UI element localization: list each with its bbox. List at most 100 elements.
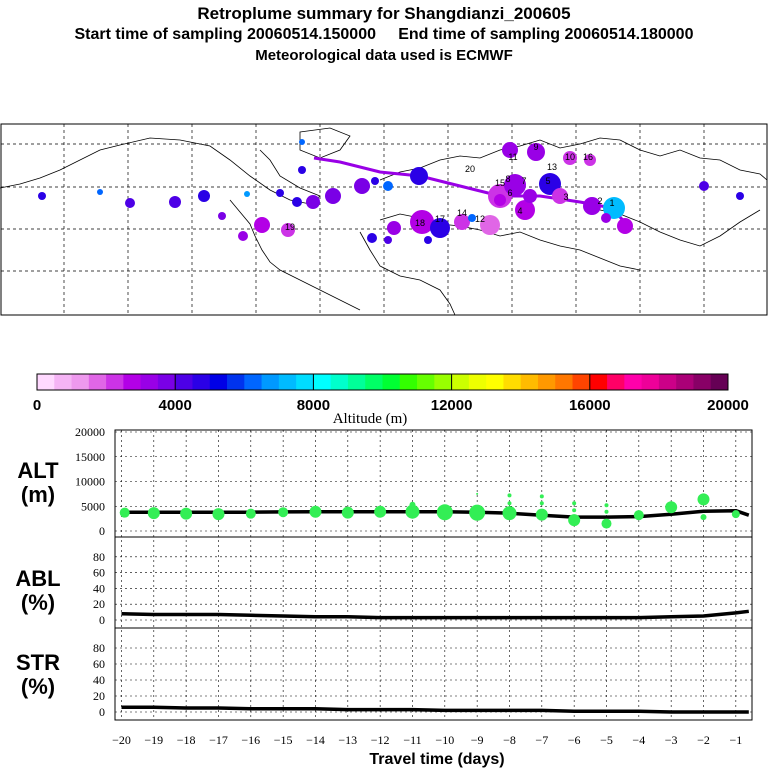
str-panel-label: STR — [16, 650, 60, 675]
panel-frame — [114, 429, 753, 721]
map-plume-point — [515, 200, 535, 220]
x-tick-label: −7 — [535, 733, 548, 747]
map-plume-point — [552, 188, 568, 204]
map-plume-point — [125, 198, 135, 208]
y-tick-label: 20 — [93, 597, 105, 611]
map-plume-point — [169, 196, 181, 208]
altitude-point — [374, 505, 387, 518]
colorbar-cell — [589, 374, 608, 390]
map-plume-point — [218, 212, 226, 220]
alt-panel-label: ALT — [17, 458, 59, 483]
coastline-east-america — [229, 199, 361, 311]
coastline-asia — [599, 209, 761, 247]
y-tick-label: 40 — [93, 673, 105, 687]
coastline-greenland — [299, 127, 351, 159]
map-track-label: 19 — [285, 222, 295, 232]
map-plume-point — [383, 181, 393, 191]
altitude-point — [572, 508, 577, 513]
map-plume-point — [371, 177, 379, 185]
colorbar-tick-label: 8000 — [297, 397, 330, 414]
altitude-point — [535, 508, 548, 521]
colorbar-cell — [537, 374, 556, 390]
y-tick-label: 20000 — [75, 425, 105, 439]
colorbar-cell — [175, 374, 193, 390]
y-tick-label: 0 — [99, 613, 105, 627]
colorbar-cell — [710, 374, 729, 390]
vertical-grid — [121, 430, 737, 720]
x-tick-label: −1 — [729, 733, 742, 747]
x-tick-label: −11 — [403, 733, 421, 747]
colorbar-cell — [37, 374, 55, 390]
colorbar-cell — [261, 374, 280, 390]
altitude-point — [601, 518, 612, 529]
x-tick-label: −16 — [241, 733, 260, 747]
horizontal-grid — [115, 431, 752, 713]
map-plume-point — [523, 189, 537, 203]
map-plume-point — [306, 195, 320, 209]
map-track-label: 7 — [521, 176, 526, 186]
map-track-label: 16 — [583, 152, 593, 162]
abl-panel-unit: (%) — [21, 590, 55, 615]
map-track-label: 5 — [545, 176, 550, 186]
map-plume-point — [563, 151, 577, 165]
map-plume-point — [468, 214, 476, 222]
x-tick-label: −18 — [177, 733, 196, 747]
y-tick-label: 60 — [93, 657, 105, 671]
altitude-point — [180, 507, 193, 520]
colorbar-cell — [624, 374, 643, 390]
map-plume-point — [480, 215, 500, 235]
y-tick-label: 80 — [93, 641, 105, 655]
abl-panel-label: ABL — [15, 566, 60, 591]
altitude-points — [119, 492, 740, 529]
map-plume-point — [299, 139, 305, 145]
met-data-subtitle: Meteorological data used is ECMWF — [255, 47, 513, 64]
altitude-colorbar: 0 4000 8000 12000 16000 20000 Altitude (m) — [33, 373, 749, 427]
x-tick-label: −5 — [600, 733, 613, 747]
colorbar-cell — [365, 374, 383, 390]
colorbar-cell — [486, 374, 504, 390]
colorbar-cell — [434, 374, 453, 390]
altitude-point — [147, 507, 160, 520]
colorbar-tick-label: 20000 — [707, 397, 749, 414]
colorbar-cell — [71, 374, 90, 390]
map-track-label: 13 — [547, 162, 557, 172]
map-plume-point — [97, 189, 103, 195]
colorbar-cell — [658, 374, 677, 390]
colorbar-tick-label: 4000 — [159, 397, 192, 414]
map-plume-point — [384, 236, 392, 244]
colorbar-cell — [676, 374, 694, 390]
map-plume-point — [736, 192, 744, 200]
map-plume-point — [454, 214, 470, 230]
altitude-point — [731, 510, 740, 519]
colorbar-tick-label: 0 — [33, 397, 41, 414]
x-tick-label: −9 — [471, 733, 484, 747]
colorbar-cell — [296, 374, 314, 390]
altitude-point — [405, 504, 420, 519]
altitude-point — [697, 493, 710, 506]
colorbar-cell — [106, 374, 124, 390]
altitude-point — [572, 501, 577, 506]
colorbar-cell — [693, 374, 712, 390]
y-tick-label: 0 — [99, 705, 105, 719]
altitude-point — [469, 504, 486, 521]
map-plume-point — [298, 166, 306, 174]
map-track-label: 1 — [609, 198, 614, 208]
map-plume-point — [276, 189, 284, 197]
x-tick-label: −19 — [144, 733, 163, 747]
colorbar-cell — [520, 374, 539, 390]
y-tick-label: 5000 — [81, 499, 105, 513]
altitude-point — [278, 507, 289, 518]
colorbar-cell — [140, 374, 159, 390]
map-track-label: 10 — [565, 152, 575, 162]
y-tick-label: 20 — [93, 689, 105, 703]
x-tick-label: −10 — [435, 733, 454, 747]
colorbar-cell — [347, 374, 366, 390]
altitude-point — [507, 493, 512, 498]
y-tick-label: 60 — [93, 566, 105, 580]
chart-title: Retroplume summary for Shangdianzi_20060… — [197, 4, 571, 23]
x-tick-label: −17 — [209, 733, 228, 747]
colorbar-cell — [451, 374, 470, 390]
